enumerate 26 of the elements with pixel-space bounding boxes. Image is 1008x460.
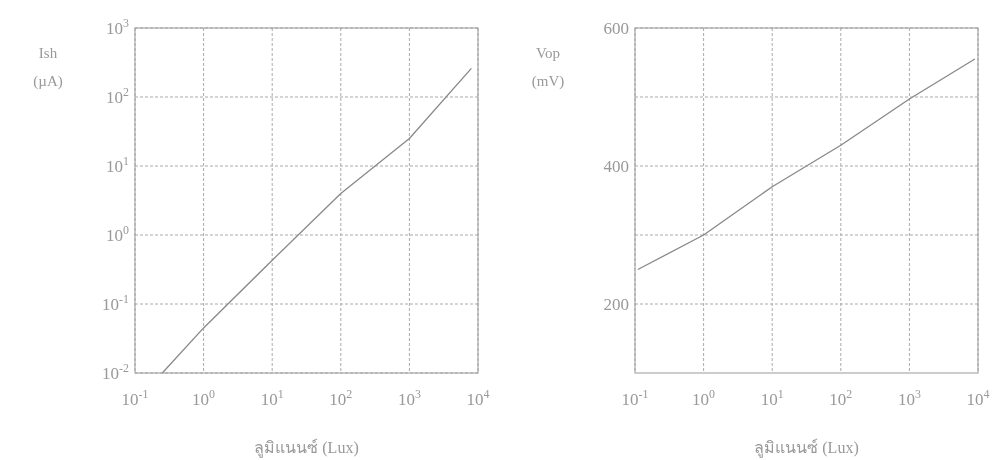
y-tick-label: 400 xyxy=(603,157,629,176)
x-tick-label: 10$^{1}$ xyxy=(260,387,284,409)
x-tick-label: 10$^{-1}$ xyxy=(121,387,149,409)
y-tick-label: 10$^{-1}$ xyxy=(102,292,130,314)
y-tick-label: 10$^{2}$ xyxy=(106,85,130,107)
x-tick-label: 10$^{1}$ xyxy=(760,387,784,409)
y-axis-title: Vop (mV) xyxy=(531,45,565,90)
y-axis-title: Ish (µA) xyxy=(33,45,63,90)
y-tick-label: 10$^{0}$ xyxy=(106,223,130,245)
x-tick-label: 10$^{2}$ xyxy=(829,387,853,409)
x-tick-label: 10$^{2}$ xyxy=(329,387,353,409)
y-tick-label: 600 xyxy=(603,19,629,38)
y-tick-label: 200 xyxy=(603,295,629,314)
x-tick-label: 10$^{4}$ xyxy=(966,387,990,409)
x-tick-label: 10$^{-1}$ xyxy=(621,387,649,409)
x-tick-label: 10$^{4}$ xyxy=(466,387,490,409)
x-tick-label: 10$^{3}$ xyxy=(897,387,921,409)
x-tick-label: 10$^{0}$ xyxy=(192,387,216,409)
y-tick-label: 10$^{1}$ xyxy=(106,154,130,176)
line-series xyxy=(637,58,976,271)
x-tick-label: 10$^{3}$ xyxy=(397,387,421,409)
x-tick-label: 10$^{0}$ xyxy=(692,387,716,409)
y-tick-label: 10$^{-2}$ xyxy=(102,361,130,383)
x-axis-title: ลูมิแนนซ์ (Lux) xyxy=(754,438,859,458)
x-axis-title: ลูมิแนนซ์ (Lux) xyxy=(254,438,359,458)
y-tick-label: 10$^{3}$ xyxy=(106,16,130,38)
